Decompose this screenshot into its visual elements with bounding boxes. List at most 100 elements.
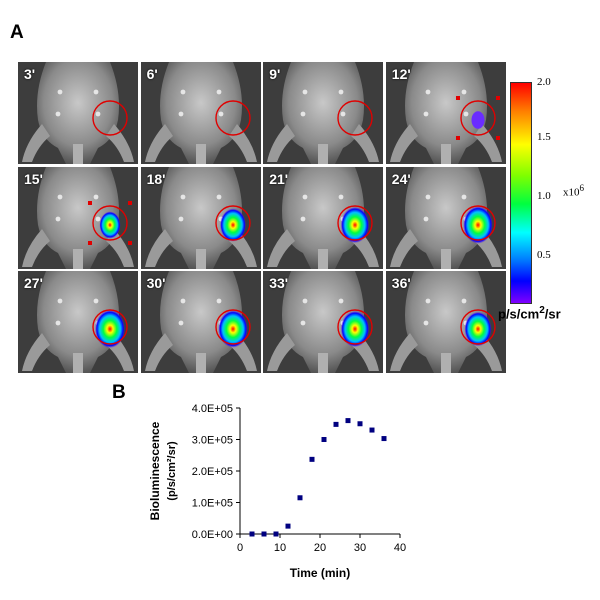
data-point (309, 456, 315, 462)
roi-handle (495, 136, 500, 140)
data-point (333, 421, 339, 427)
x-tick-label: 0 (237, 542, 243, 554)
colorbar-tick: 0.5 (537, 249, 551, 261)
time-label: 21' (269, 170, 289, 187)
signal-blob (219, 207, 246, 242)
y-tick-label: 0.0E+00 (192, 529, 233, 541)
colorbar-exponent: x106 (563, 183, 584, 199)
roi-circle (460, 309, 496, 345)
panel-b-label: B (112, 382, 126, 403)
bioluminescence-chart: 0.0E+00 1.0E+05 2.0E+05 3.0E+05 4.0E+05 0 10 20… (148, 403, 406, 580)
colorbar-tick: 1.5 (537, 131, 551, 143)
y-tick-label: 1.0E+05 (192, 498, 233, 510)
time-label: 36' (391, 275, 411, 292)
roi-circle (337, 100, 373, 136)
imaging-tile: 12' (385, 62, 506, 164)
data-point (249, 531, 255, 537)
roi-circle (460, 204, 496, 241)
imaging-tile: 3' (18, 62, 138, 164)
signal-blob (99, 210, 121, 239)
y-tick-label: 2.0E+05 (192, 466, 233, 478)
data-point (273, 531, 279, 537)
roi-circle (214, 100, 251, 136)
data-point (285, 523, 291, 529)
x-tick-label: 30 (354, 542, 366, 554)
imaging-grid: 3' 6' 9' 12' 15' 18' 21' 24' 27' 30' 33' 36' (18, 62, 506, 374)
imaging-tile: 18' (140, 166, 261, 269)
colorbar-tick: 1.0 (537, 190, 551, 202)
imaging-tile: 24' (385, 166, 506, 269)
signal-blob (95, 310, 125, 349)
colorbar-unit: p/s/cm2/sr (498, 305, 561, 322)
signal-blob (464, 311, 492, 347)
mouse-image (140, 271, 261, 374)
roi-circle (214, 204, 251, 241)
roi-circle (92, 100, 128, 136)
x-tick-label: 20 (314, 542, 326, 554)
roi-handle (128, 240, 132, 245)
imaging-tile: 27' (18, 271, 138, 374)
time-label: 24' (391, 170, 411, 187)
time-label: 9' (269, 66, 281, 82)
x-axis-label: Time (min) (290, 566, 350, 580)
data-point (357, 421, 363, 427)
time-label: 30' (146, 275, 166, 292)
mouse-image (385, 166, 506, 269)
mouse-image (263, 62, 384, 164)
roi-handle (455, 96, 460, 100)
data-point (297, 495, 303, 501)
imaging-tile: 36' (385, 271, 506, 374)
data-point (345, 418, 351, 424)
roi-circle (337, 309, 373, 345)
time-label: 18' (146, 170, 166, 187)
signal-blob (340, 206, 370, 243)
signal-blob (340, 311, 370, 348)
signal-blob (471, 111, 485, 129)
time-label: 12' (391, 66, 411, 82)
imaging-tile: 30' (140, 271, 261, 374)
mouse-image (385, 62, 506, 164)
roi-handle (455, 136, 460, 140)
x-tick-label: 10 (274, 542, 286, 554)
x-tick-label: 40 (394, 542, 406, 554)
roi-circle (92, 309, 128, 345)
mouse-image (18, 271, 138, 374)
signal-blob (463, 205, 493, 244)
colorbar (510, 82, 532, 304)
time-label: 6' (146, 66, 158, 82)
imaging-tile: 15' (18, 166, 138, 269)
time-label: 15' (24, 170, 43, 187)
imaging-tile: 6' (140, 62, 261, 164)
time-label: 3' (24, 66, 36, 82)
roi-circle (214, 309, 251, 345)
mouse-image (263, 271, 384, 374)
imaging-tile: 33' (263, 271, 384, 374)
imaging-tile: 21' (263, 166, 384, 269)
roi-circle (337, 204, 373, 241)
colorbar-tick: 2.0 (537, 76, 551, 88)
roi-circle (92, 204, 128, 241)
y-axis-label-units: (p/s/cm²/sr) (166, 441, 178, 501)
imaging-tile: 9' (263, 62, 384, 164)
mouse-image (263, 166, 384, 269)
signal-blob (217, 310, 248, 348)
roi-handle (495, 96, 500, 100)
mouse-image (18, 62, 138, 164)
data-point (381, 436, 387, 442)
roi-circle (460, 100, 496, 136)
roi-handle (128, 200, 132, 205)
roi-handle (88, 240, 92, 245)
roi-handle (88, 200, 92, 205)
mouse-image (385, 271, 506, 374)
y-tick-label: 4.0E+05 (192, 403, 233, 415)
data-point (369, 427, 375, 433)
mouse-image (140, 166, 261, 269)
time-label: 27' (24, 275, 43, 292)
data-point (261, 531, 267, 537)
y-axis-label: Bioluminescence (148, 421, 162, 520)
time-label: 33' (269, 275, 289, 292)
mouse-image (140, 62, 261, 164)
panel-a-label: A (10, 22, 24, 43)
y-tick-label: 3.0E+05 (192, 435, 233, 447)
data-point (321, 437, 327, 442)
